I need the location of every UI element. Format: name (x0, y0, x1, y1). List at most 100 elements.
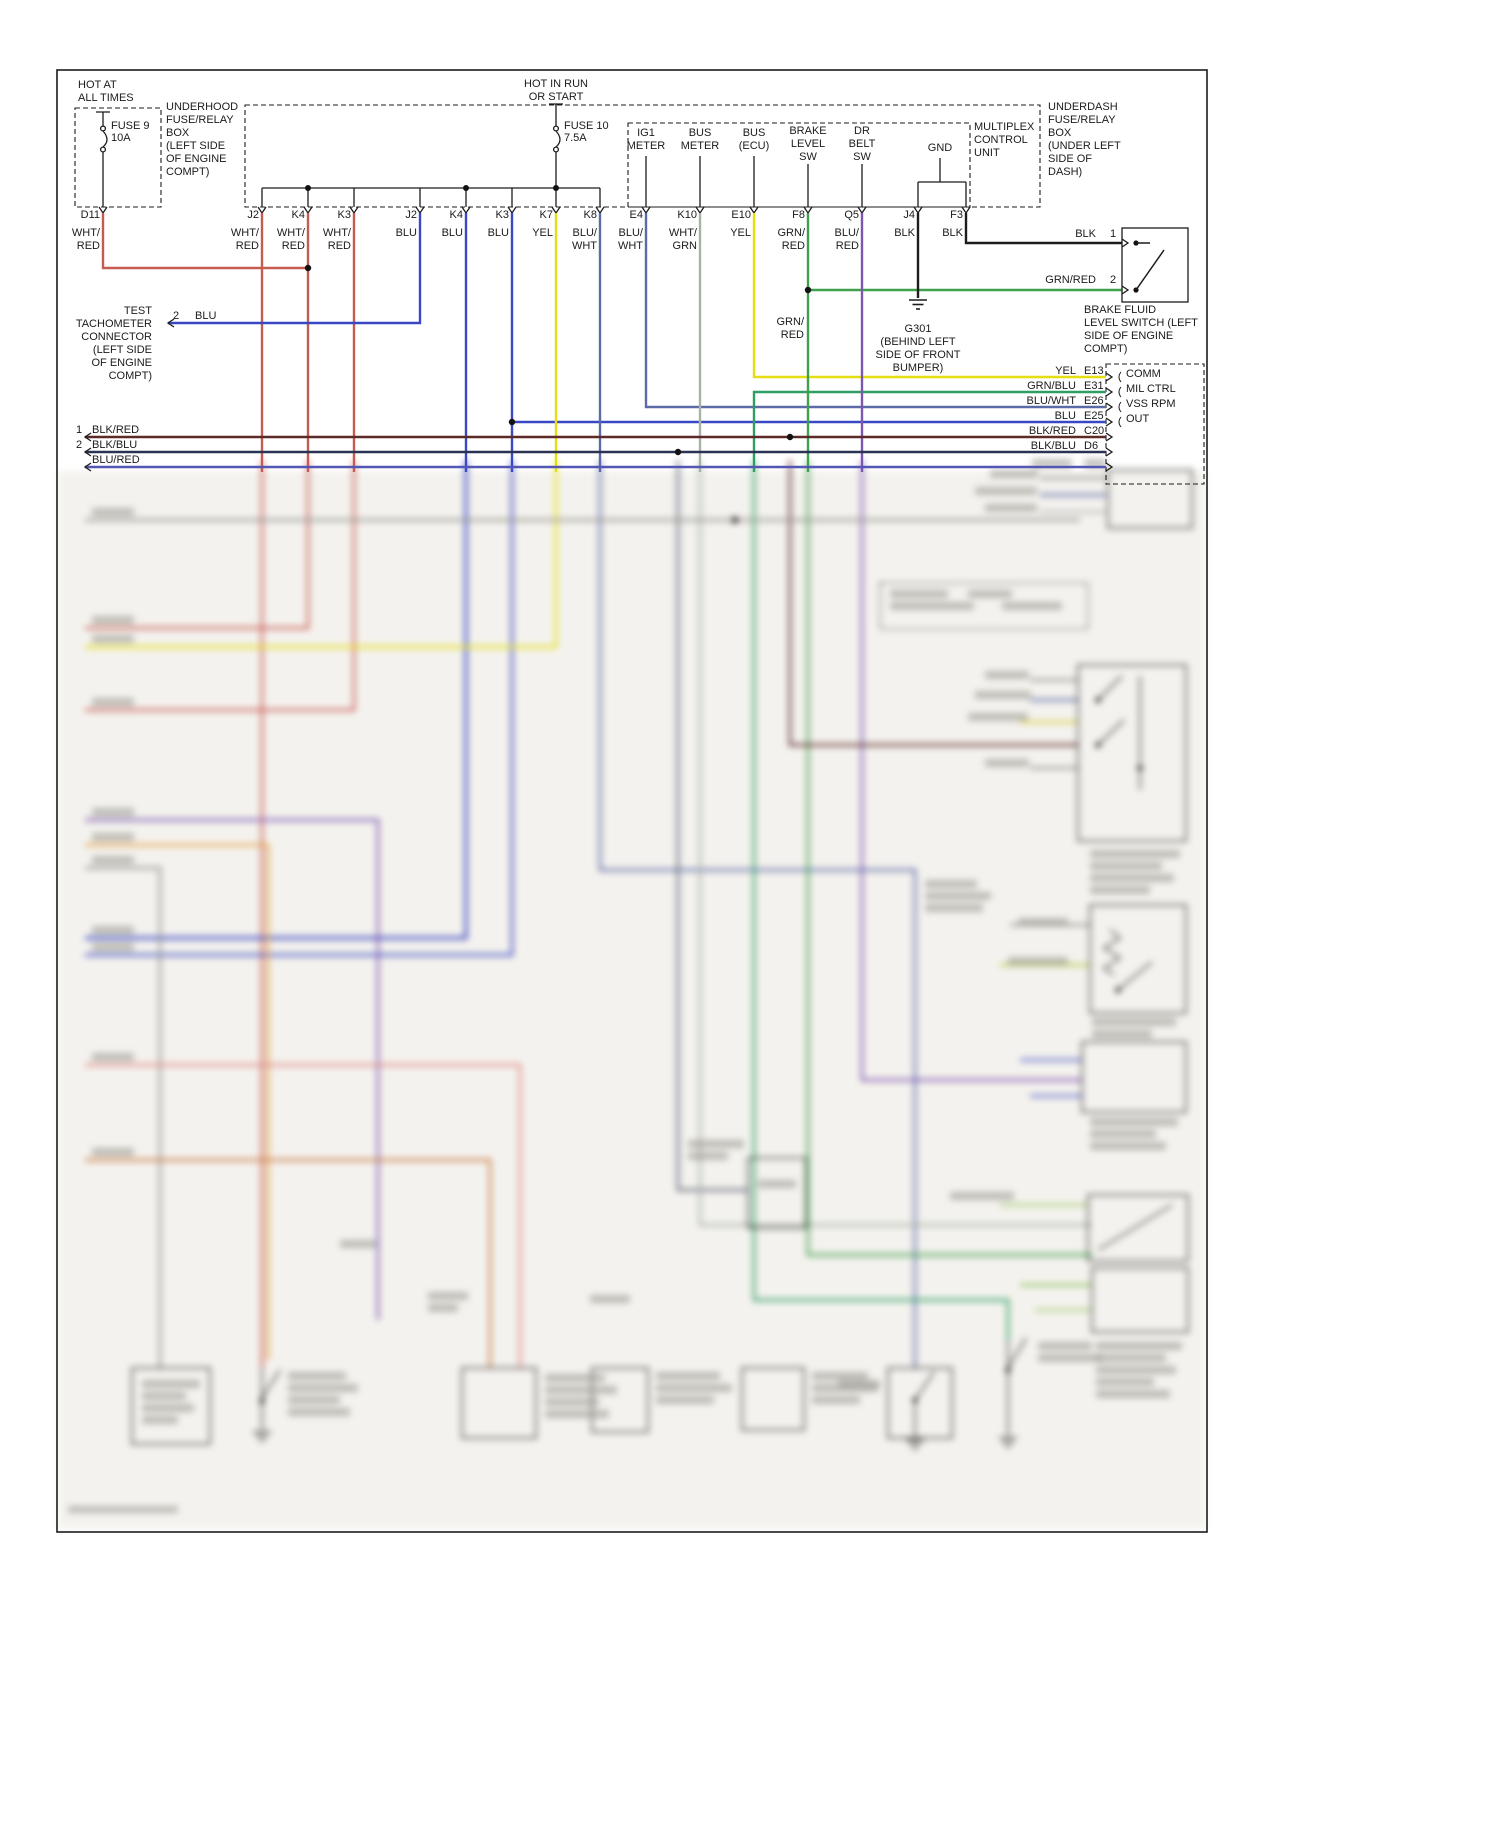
blurred-wires (85, 460, 1106, 1368)
ecu-row-wire: BLK/RED (1028, 425, 1076, 437)
tachometer-wire-color: BLU (195, 310, 217, 322)
left-border-arrows (83, 318, 175, 472)
pin-label: E4 (629, 209, 643, 221)
ecu-row-wire: YEL (1055, 365, 1076, 377)
ecu-row-pin: D6 (1084, 440, 1099, 452)
brake-switch-pin2: 2 (1110, 274, 1117, 286)
g301-ground-symbol (909, 299, 927, 310)
wire-color-label: YEL (532, 227, 553, 239)
brake-switch-wire2-color: GRN/RED (1045, 274, 1096, 286)
tachometer-connector-label: TEST TACHOMETER CONNECTOR (LEFT SIDE OF … (75, 305, 152, 382)
wire-color-label: BLU (395, 227, 417, 239)
wire-color-label: BLU/ WHT (617, 227, 643, 252)
g301-ground-label: G301 (BEHIND LEFT SIDE OF FRONT BUMPER) (875, 323, 961, 374)
ecu-row-wire: BLU/WHT (1026, 395, 1077, 407)
pin-label: F8 (792, 209, 805, 221)
ecu-box (1105, 363, 1205, 485)
blur-background (58, 471, 1206, 1529)
left-row-number: 1 (76, 424, 83, 436)
hot-in-run-label: HOT IN RUN OR START (524, 78, 588, 103)
pin-label: K4 (449, 209, 463, 221)
wire-color-label: GRN/ RED (777, 227, 806, 252)
diagram-border (56, 69, 1208, 1533)
brake-switch-wire1-color: BLK (1075, 228, 1096, 240)
junction-dots (304, 264, 812, 456)
pin-label: K10 (677, 209, 697, 221)
bus-and-drop-lines (261, 156, 967, 207)
left-row-wire: BLK/BLU (92, 439, 138, 451)
ecu-row-pin: E31 (1084, 380, 1104, 392)
ecu-function-mil-ctrl: MIL CTRL (1126, 383, 1176, 395)
underhood-fuse-box (74, 107, 162, 208)
wire-color-label: WHT/ GRN (668, 227, 697, 252)
pin-label: K4 (291, 209, 305, 221)
underdash-box-label: UNDERDASH FUSE/RELAY BOX (UNDER LEFT SID… (1048, 101, 1121, 178)
left-row-wire: BLU/RED (92, 454, 140, 466)
brake-switch-pin1: 1 (1110, 228, 1117, 240)
wire-e31-grn-blu (752, 390, 1106, 472)
brake-fluid-level-switch-label: BRAKE FLUID LEVEL SWITCH (LEFT SIDE OF E… (1084, 304, 1198, 355)
wire-color-label: BLU/ WHT (571, 227, 597, 252)
unit-gnd: GND (927, 142, 953, 154)
hot-at-all-times-label: HOT AT ALL TIMES (78, 79, 134, 104)
brake-fluid-switch-symbol (1121, 227, 1189, 303)
wire-j2-blu-tach (168, 213, 422, 325)
fuse10-name: FUSE 10 (564, 120, 609, 132)
wires-sharp (85, 213, 1122, 472)
fuse9-amp: 10A (111, 132, 131, 144)
tachometer-arrow (166, 318, 175, 328)
ecu-row-pin: E26 (1084, 395, 1104, 407)
ecu-row-wire: BLK/BLU (1030, 440, 1076, 452)
unit-bus-meter: BUS METER (680, 127, 720, 152)
multiplex-inner-box (627, 122, 971, 208)
ecu-connector-arrows (1105, 371, 1122, 472)
blurred-text-blobs (68, 459, 1182, 1513)
wire-color-label: BLU (487, 227, 509, 239)
left-row-wire: BLK/RED (92, 424, 140, 436)
wire-color-label: YEL (730, 227, 751, 239)
ecu-row-pin: C20 (1084, 425, 1105, 437)
pin-label: Q5 (844, 209, 859, 221)
pin-label: J2 (247, 209, 259, 221)
wire-e4-blu-wht-e26 (644, 213, 1106, 409)
wire-color-label: WHT/ RED (322, 227, 351, 252)
pin-d11: D11 (80, 209, 100, 221)
unit-dr-belt-sw: DR BELT SW (848, 125, 876, 163)
wire-color-d11: WHT/ RED (71, 227, 100, 252)
pin-label: J2 (405, 209, 417, 221)
pin-label: K3 (337, 209, 351, 221)
fuse10-amp: 7.5A (564, 132, 587, 144)
grn-red-wire-label: GRN/ RED (776, 316, 805, 341)
pin-label: F3 (950, 209, 963, 221)
blurred-lower-diagram (58, 459, 1206, 1529)
wire-color-label: BLK (894, 227, 915, 239)
wire-color-label: BLK (942, 227, 963, 239)
unit-ig1-meter: IG1 METER (626, 127, 666, 152)
left-row-number: 2 (76, 439, 83, 451)
wire-color-label: BLU/ RED (834, 227, 859, 252)
wire-color-label: BLU (441, 227, 463, 239)
wire-f3-blk (964, 213, 1122, 245)
wire-color-label: WHT/ RED (230, 227, 259, 252)
pin-label: K7 (539, 209, 553, 221)
ecu-row-pin: E25 (1084, 410, 1104, 422)
ecu-row-wire: GRN/BLU (1027, 380, 1076, 392)
tachometer-pin-number: 2 (173, 310, 180, 322)
ecu-row-wire: BLU (1054, 410, 1076, 422)
fuse-symbols (96, 103, 563, 207)
wire-e10-yel-e13 (752, 213, 1106, 379)
ecu-function-vss-rpm: VSS RPM (1126, 398, 1176, 410)
pin-label: K8 (583, 209, 597, 221)
underdash-fuse-box (244, 104, 1041, 208)
dashed-boxes (74, 104, 1205, 485)
blurred-components (131, 469, 1193, 1450)
fuse9-name: FUSE 9 (111, 120, 150, 132)
multiplex-control-unit-label: MULTIPLEX CONTROL UNIT (974, 121, 1035, 159)
pin-label: K3 (495, 209, 509, 221)
wire-d11-wht-red (101, 213, 308, 270)
ecu-function-comm: COMM (1126, 368, 1161, 380)
wire-color-label: WHT/ RED (276, 227, 305, 252)
ecu-row-pin: E13 (1084, 365, 1104, 377)
